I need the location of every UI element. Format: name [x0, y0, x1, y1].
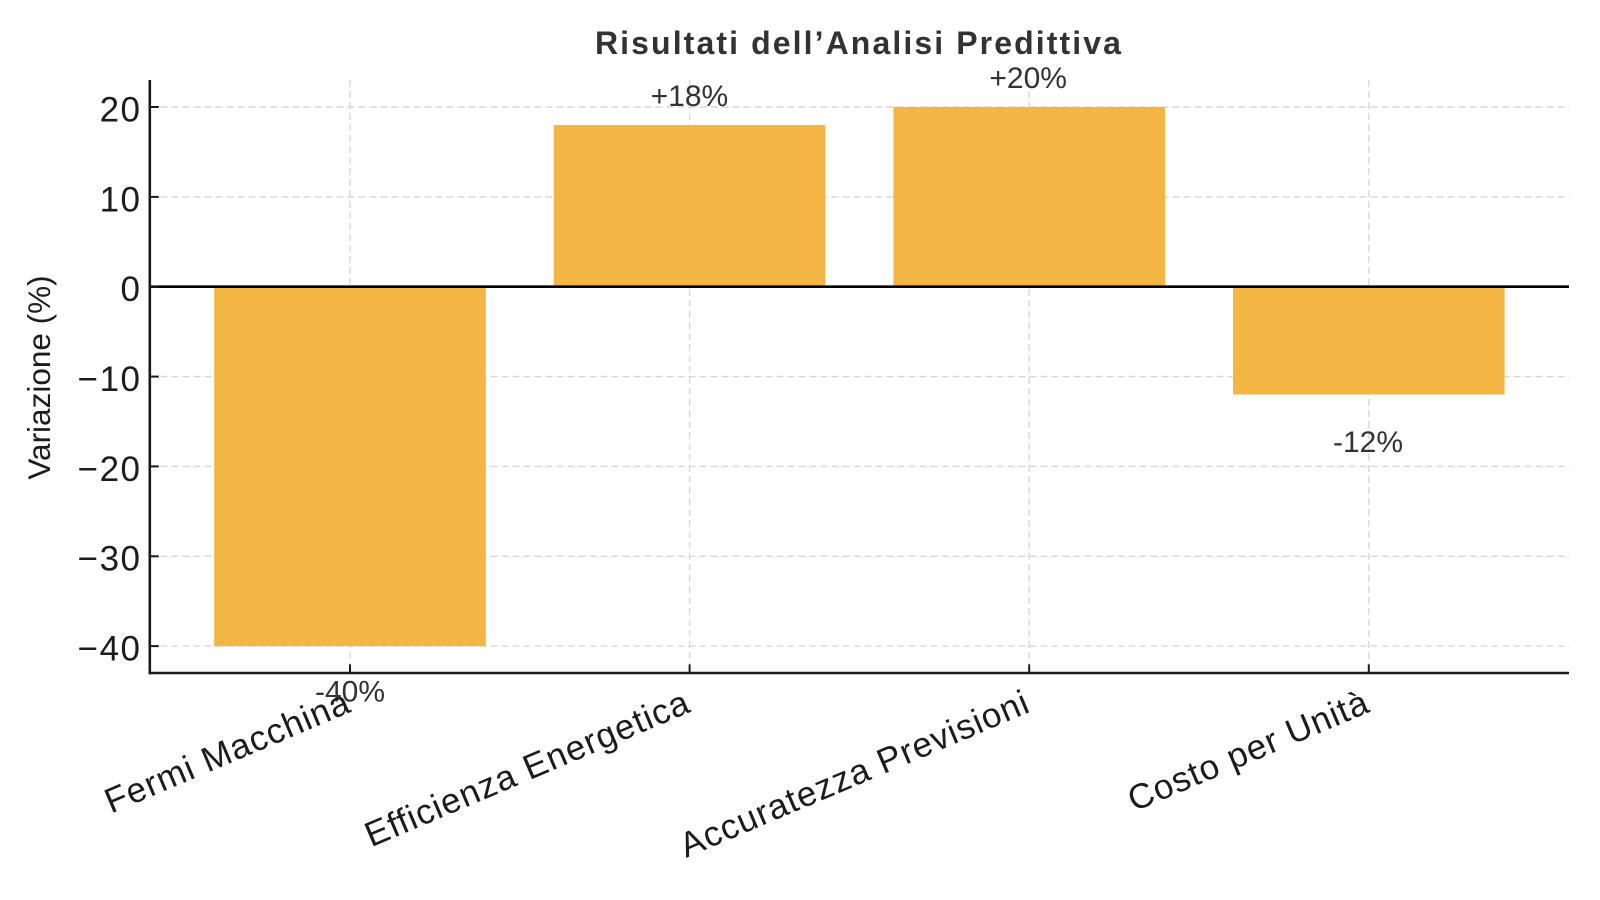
svg-text:+18%: +18% [651, 80, 729, 113]
svg-text:Risultati dell’Analisi Preditt: Risultati dell’Analisi Predittiva [595, 25, 1123, 61]
svg-text:-40%: -40% [315, 675, 385, 708]
svg-text:−30: −30 [78, 540, 142, 579]
svg-text:−20: −20 [78, 450, 142, 489]
svg-text:Variazione (%): Variazione (%) [21, 275, 57, 479]
svg-text:-12%: -12% [1333, 426, 1403, 459]
svg-text:−40: −40 [78, 630, 142, 669]
svg-text:10: 10 [100, 180, 142, 219]
svg-text:20: 20 [100, 90, 142, 129]
svg-text:0: 0 [121, 270, 142, 309]
svg-text:+20%: +20% [989, 62, 1067, 95]
svg-text:−10: −10 [78, 360, 142, 399]
